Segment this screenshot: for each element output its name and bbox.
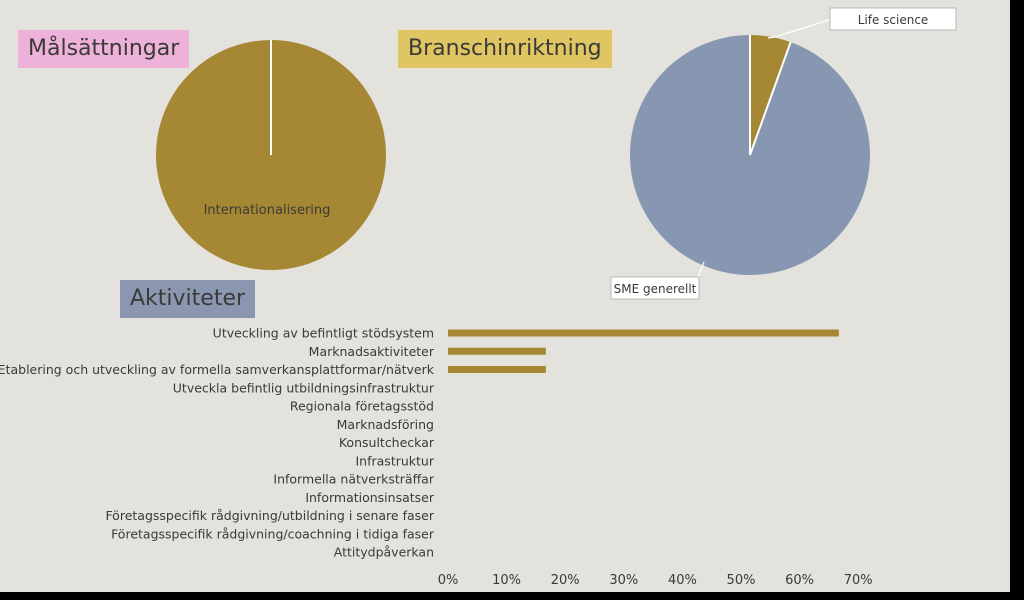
pie-label-sme-generellt: SME generellt: [614, 282, 697, 296]
leader-line-sme: [697, 261, 705, 278]
goals-pie-chart: Internationalisering: [156, 40, 386, 270]
category-label: Regionala företagsstöd: [290, 399, 434, 414]
category-label: Företagsspecifik rådgivning/utbildning i…: [105, 508, 434, 523]
slide: Målsättningar Branschinriktning Aktivite…: [0, 0, 1010, 592]
x-tick-label: 70%: [844, 573, 873, 588]
sme-label-box: [610, 276, 700, 300]
category-label: Informationsinsatser: [305, 490, 435, 505]
x-tick-label: 50%: [727, 573, 756, 588]
activities-bar-chart: Utveckling av befintligt stödsystem Markn…: [0, 326, 873, 589]
activities-title: Aktiviteter: [120, 280, 256, 318]
x-tick-label: 60%: [785, 573, 814, 588]
pie-separator: [749, 41, 792, 156]
category-label: Marknadsföring: [337, 417, 434, 432]
category-label: Informella nätverksträffar: [273, 472, 434, 487]
category-label: Attitydpåverkan: [334, 545, 434, 560]
category-label: Infrastruktur: [356, 453, 435, 468]
category-label: Utveckling av befintligt stödsystem: [213, 326, 434, 341]
pie-label-life-science: Life science: [858, 13, 929, 27]
x-tick-label: 30%: [609, 573, 638, 588]
bar: [448, 366, 546, 373]
industry-pie-chart: Life science SME generellt: [610, 7, 957, 300]
x-tick-label: 10%: [492, 573, 521, 588]
pie-label-internationalisering: Internationalisering: [204, 203, 331, 218]
goals-title: Målsättningar: [18, 30, 190, 68]
bar: [448, 347, 546, 355]
category-label: Etablering och utveckling av formella sa…: [0, 362, 435, 377]
category-label: Företagsspecifik rådgivning/coachning i …: [111, 526, 435, 541]
leader-line-life-science: [767, 18, 833, 39]
industry-title: Branschinriktning: [398, 30, 612, 68]
category-label: Utveckla befintlig utbildningsinfrastruk…: [173, 380, 435, 395]
x-tick-label: 20%: [551, 573, 580, 588]
bar: [448, 329, 839, 337]
x-tick-label: 40%: [668, 573, 697, 588]
life-science-label-box: [829, 7, 957, 31]
category-label: Konsultcheckar: [339, 435, 435, 450]
x-tick-label: 0%: [438, 573, 459, 588]
category-label: Marknadsaktiviteter: [309, 344, 435, 359]
